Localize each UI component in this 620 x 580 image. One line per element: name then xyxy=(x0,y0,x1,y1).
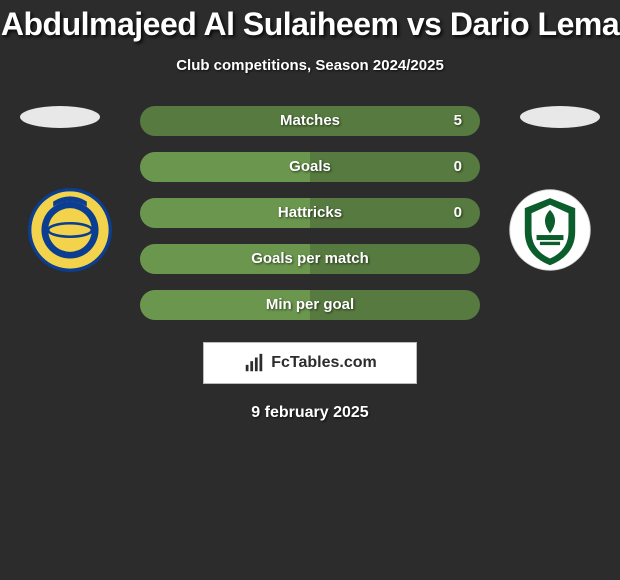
stat-bar: Hattricks0 xyxy=(140,198,480,228)
player-tag-left xyxy=(20,106,100,128)
stat-bars: Matches5Goals0Hattricks0Goals per matchM… xyxy=(140,106,480,320)
stat-value-right: 0 xyxy=(454,198,462,228)
stat-bar: Min per goal xyxy=(140,290,480,320)
stat-bar: Goals per match xyxy=(140,244,480,274)
subtitle: Club competitions, Season 2024/2025 xyxy=(0,57,620,74)
page-title: Abdulmajeed Al Sulaiheem vs Dario Lema xyxy=(0,0,620,43)
stat-value-right: 5 xyxy=(454,106,462,136)
al-ahli-icon xyxy=(508,188,592,272)
player-tag-right xyxy=(520,106,600,128)
stat-bar: Goals0 xyxy=(140,152,480,182)
brand-label: FcTables.com xyxy=(271,354,377,372)
stat-bar: Matches5 xyxy=(140,106,480,136)
stat-bar-label: Goals per match xyxy=(140,244,480,274)
stat-bar-label: Min per goal xyxy=(140,290,480,320)
club-crest-left xyxy=(28,188,112,272)
brand-box[interactable]: FcTables.com xyxy=(203,342,417,384)
stat-value-right: 0 xyxy=(454,152,462,182)
comparison-area: Matches5Goals0Hattricks0Goals per matchM… xyxy=(0,106,620,320)
stat-bar-label: Goals xyxy=(140,152,480,182)
stat-bar-label: Hattricks xyxy=(140,198,480,228)
date-label: 9 february 2025 xyxy=(0,404,620,422)
stat-bar-label: Matches xyxy=(140,106,480,136)
chart-icon xyxy=(243,352,265,374)
al-nassr-icon xyxy=(28,188,112,272)
club-crest-right xyxy=(508,188,592,272)
